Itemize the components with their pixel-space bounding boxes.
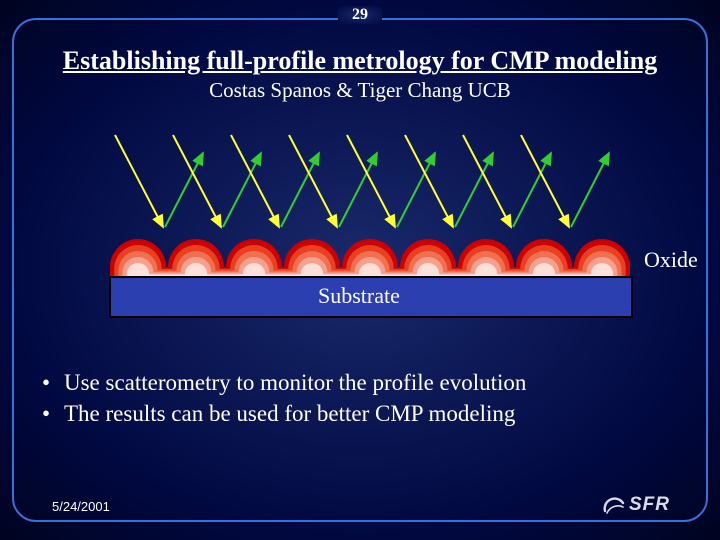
logo-text: SFR (629, 494, 670, 516)
list-item: The results can be used for better CMP m… (42, 398, 684, 429)
logo-swoosh-icon (603, 494, 625, 516)
slide-title: Establishing full-profile metrology for … (36, 46, 684, 76)
footer-date: 5/24/2001 (52, 499, 110, 514)
page-number: 29 (338, 6, 382, 24)
cmp-diagram: Substrate Oxide (80, 131, 640, 331)
substrate-label: Substrate (318, 283, 400, 309)
slide-subtitle: Costas Spanos & Tiger Chang UCB (36, 78, 684, 103)
slide-content: Establishing full-profile metrology for … (36, 46, 684, 500)
footer-logo: SFR (603, 494, 670, 516)
oxide-label: Oxide (644, 247, 698, 273)
bullet-list: Use scatterometry to monitor the profile… (36, 367, 684, 429)
list-item: Use scatterometry to monitor the profile… (42, 367, 684, 398)
